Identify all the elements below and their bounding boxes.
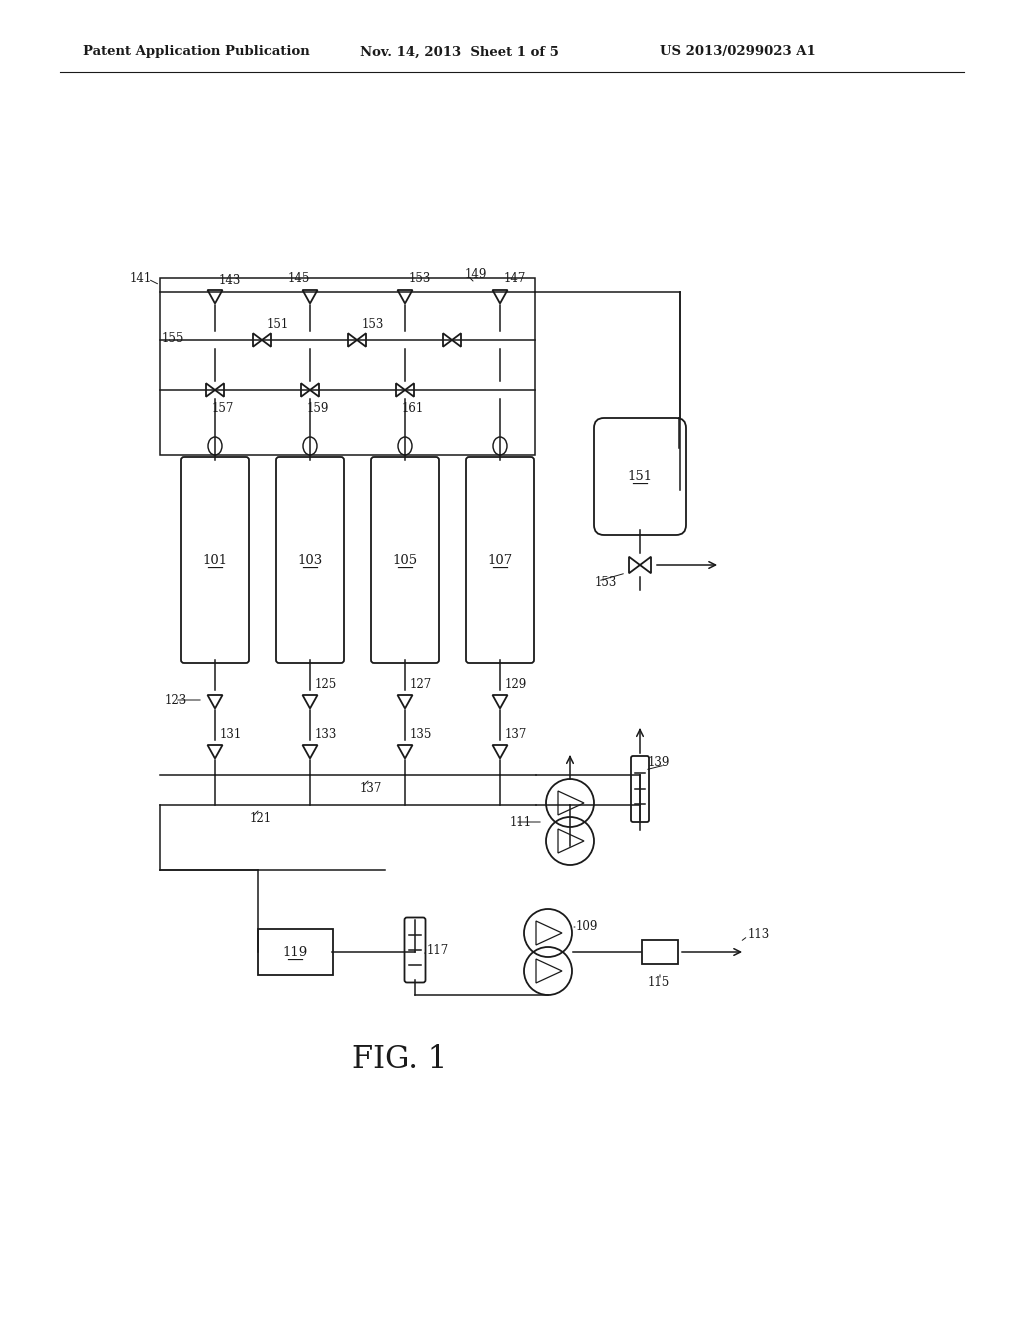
Text: 159: 159: [307, 401, 330, 414]
Text: 139: 139: [648, 756, 671, 770]
FancyBboxPatch shape: [276, 457, 344, 663]
Text: 137: 137: [505, 729, 527, 742]
Text: 133: 133: [315, 729, 337, 742]
Text: Nov. 14, 2013  Sheet 1 of 5: Nov. 14, 2013 Sheet 1 of 5: [360, 45, 559, 58]
Text: 131: 131: [220, 729, 243, 742]
Text: 137: 137: [360, 783, 382, 796]
Text: 135: 135: [410, 729, 432, 742]
Text: 143: 143: [219, 273, 242, 286]
Text: 101: 101: [203, 553, 227, 566]
Text: 109: 109: [575, 920, 598, 933]
Text: 113: 113: [748, 928, 770, 940]
Text: 127: 127: [410, 677, 432, 690]
Text: 157: 157: [212, 401, 234, 414]
Text: 117: 117: [427, 944, 450, 957]
Text: 115: 115: [648, 975, 671, 989]
Text: 151: 151: [628, 470, 652, 483]
Text: 151: 151: [267, 318, 289, 330]
Text: 155: 155: [162, 331, 184, 345]
FancyBboxPatch shape: [594, 418, 686, 535]
FancyBboxPatch shape: [631, 756, 649, 822]
FancyBboxPatch shape: [371, 457, 439, 663]
Text: 123: 123: [165, 693, 187, 706]
Text: 105: 105: [392, 553, 418, 566]
Bar: [258, 929, 333, 975]
Text: 153: 153: [409, 272, 431, 285]
Text: 121: 121: [250, 813, 272, 825]
Text: 145: 145: [288, 272, 310, 285]
Text: 153: 153: [595, 577, 617, 590]
Text: 149: 149: [465, 268, 487, 281]
FancyBboxPatch shape: [181, 457, 249, 663]
Text: FIG. 1: FIG. 1: [352, 1044, 447, 1076]
Text: 141: 141: [130, 272, 153, 285]
Text: 103: 103: [297, 553, 323, 566]
Text: 119: 119: [283, 945, 307, 958]
Text: 125: 125: [315, 677, 337, 690]
Bar: [642, 940, 678, 964]
Text: Patent Application Publication: Patent Application Publication: [83, 45, 309, 58]
Text: 147: 147: [504, 272, 526, 285]
FancyBboxPatch shape: [466, 457, 534, 663]
Text: 161: 161: [402, 401, 424, 414]
FancyBboxPatch shape: [404, 917, 426, 982]
Text: 153: 153: [362, 318, 384, 330]
Text: US 2013/0299023 A1: US 2013/0299023 A1: [660, 45, 816, 58]
Bar: [160, 279, 535, 455]
Text: 107: 107: [487, 553, 513, 566]
Text: 111: 111: [510, 816, 532, 829]
Text: 129: 129: [505, 677, 527, 690]
